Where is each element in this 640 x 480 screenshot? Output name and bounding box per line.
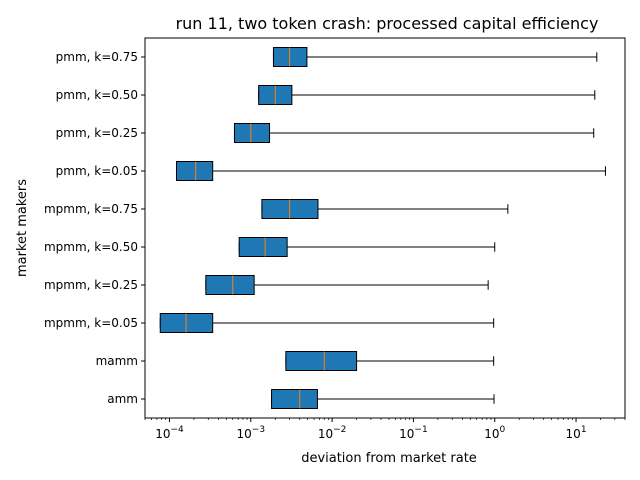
y-tick-label: mpmm, k=0.50	[44, 240, 138, 254]
y-tick-label: pmm, k=0.25	[56, 126, 138, 140]
x-tick-label: 100	[484, 425, 505, 441]
y-tick-label: mamm	[96, 354, 138, 368]
box	[285, 351, 358, 371]
y-tick-label: pmm, k=0.50	[56, 88, 138, 102]
x-tick-label: 10−2	[318, 425, 347, 441]
box	[175, 161, 214, 181]
y-tick-label: mpmm, k=0.25	[44, 278, 138, 292]
x-axis-label: deviation from market rate	[301, 451, 477, 466]
box	[233, 123, 271, 143]
plot-frame	[144, 37, 626, 419]
box	[238, 237, 288, 257]
y-tick-label: mpmm, k=0.75	[44, 202, 138, 216]
plot-area: 10−4 10−3 10−2 10−1 100 101 pmm, k=0.75 pmm, k=…	[44, 47, 626, 441]
box	[272, 47, 308, 67]
x-tick-label: 10−3	[237, 425, 266, 441]
x-tick-label: 10−1	[399, 425, 428, 441]
y-axis-label: market makers	[15, 179, 30, 277]
box	[271, 389, 318, 409]
box	[205, 275, 255, 295]
y-tick-label: pmm, k=0.05	[56, 164, 138, 178]
x-tick-label: 101	[566, 425, 587, 441]
y-tick-label: pmm, k=0.75	[56, 50, 138, 64]
x-tick-label: 10−4	[155, 425, 184, 441]
y-tick-label: mpmm, k=0.05	[44, 316, 138, 330]
y-tick-label: amm	[107, 392, 138, 406]
chart-title: run 11, two token crash: processed capit…	[176, 14, 599, 33]
